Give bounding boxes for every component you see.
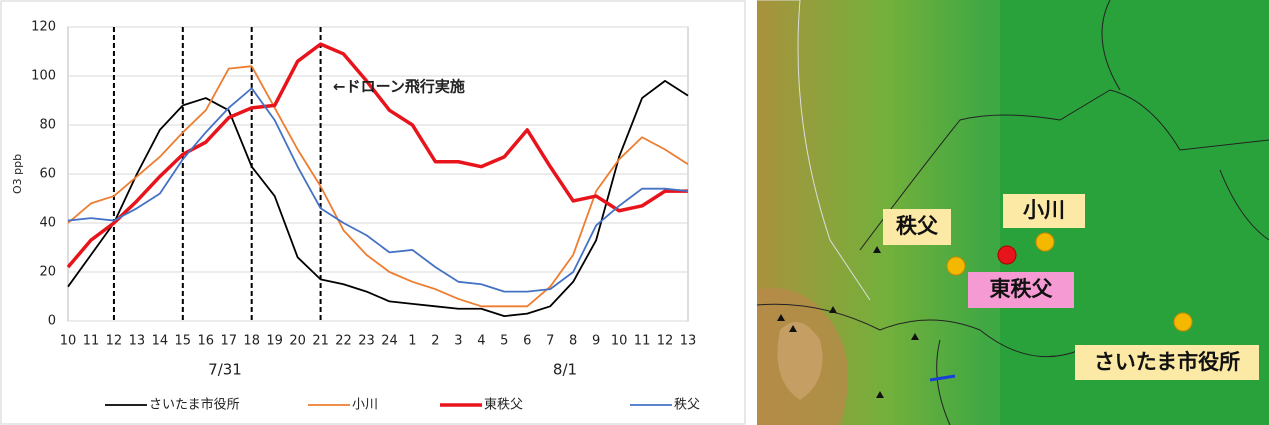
x-tick-label: 21 (312, 334, 329, 349)
x-tick-label: 14 (152, 334, 169, 349)
y-tick-label: 80 (39, 118, 56, 133)
x-tick-label: 4 (477, 334, 485, 349)
legend-label: さいたま市役所 (149, 397, 240, 413)
date-label: 7/31 (208, 361, 242, 379)
station-dot (1174, 313, 1192, 331)
y-tick-label: 60 (39, 167, 56, 182)
x-tick-label: 13 (680, 334, 697, 349)
annotation: ←ドローン飛行実施 (333, 78, 465, 96)
station-dot (998, 246, 1016, 264)
map-label: 小川 (1023, 198, 1065, 222)
x-tick-label: 23 (358, 334, 375, 349)
y-tick-label: 40 (39, 216, 56, 231)
x-tick-label: 17 (220, 334, 237, 349)
x-tick-label: 18 (243, 334, 260, 349)
x-tick-label: 15 (175, 334, 192, 349)
map-label: 東秩父 (990, 277, 1054, 301)
x-tick-label: 12 (657, 334, 674, 349)
map-label: 秩父 (896, 214, 939, 238)
x-tick-label: 13 (129, 334, 146, 349)
y-tick-label: 120 (31, 20, 56, 35)
chart-panel (1, 1, 745, 424)
map: 秩父 小川 東秩父 さいたま市役所 (757, 0, 1269, 425)
page: 020406080100120O3 ppb1011121314151617181… (0, 0, 1269, 425)
station-dot (947, 257, 965, 275)
x-tick-label: 7 (546, 334, 554, 349)
x-tick-label: 11 (83, 334, 100, 349)
legend-label: 小川 (352, 398, 378, 413)
x-tick-label: 11 (634, 334, 651, 349)
map-label: さいたま市役所 (1094, 350, 1240, 374)
x-tick-label: 2 (431, 334, 439, 349)
date-label: 8/1 (553, 361, 577, 379)
x-tick-label: 9 (592, 334, 600, 349)
x-tick-label: 10 (611, 334, 628, 349)
station-dot (1036, 233, 1054, 251)
legend-label: 秩父 (674, 398, 700, 413)
x-tick-label: 24 (381, 334, 398, 349)
x-tick-label: 12 (106, 334, 123, 349)
x-tick-label: 6 (523, 334, 531, 349)
x-tick-label: 5 (500, 334, 508, 349)
x-tick-label: 10 (60, 334, 77, 349)
x-tick-label: 16 (198, 334, 215, 349)
legend-label: 東秩父 (484, 397, 523, 413)
x-tick-label: 1 (408, 334, 416, 349)
x-tick-label: 19 (266, 334, 283, 349)
y-tick-label: 100 (31, 69, 56, 84)
y-tick-label: 0 (48, 314, 56, 329)
x-tick-label: 20 (289, 334, 306, 349)
x-tick-label: 8 (569, 334, 577, 349)
x-tick-label: 3 (454, 334, 462, 349)
y-axis-label: O3 ppb (11, 154, 24, 194)
y-tick-label: 20 (39, 265, 56, 280)
x-tick-label: 22 (335, 334, 352, 349)
